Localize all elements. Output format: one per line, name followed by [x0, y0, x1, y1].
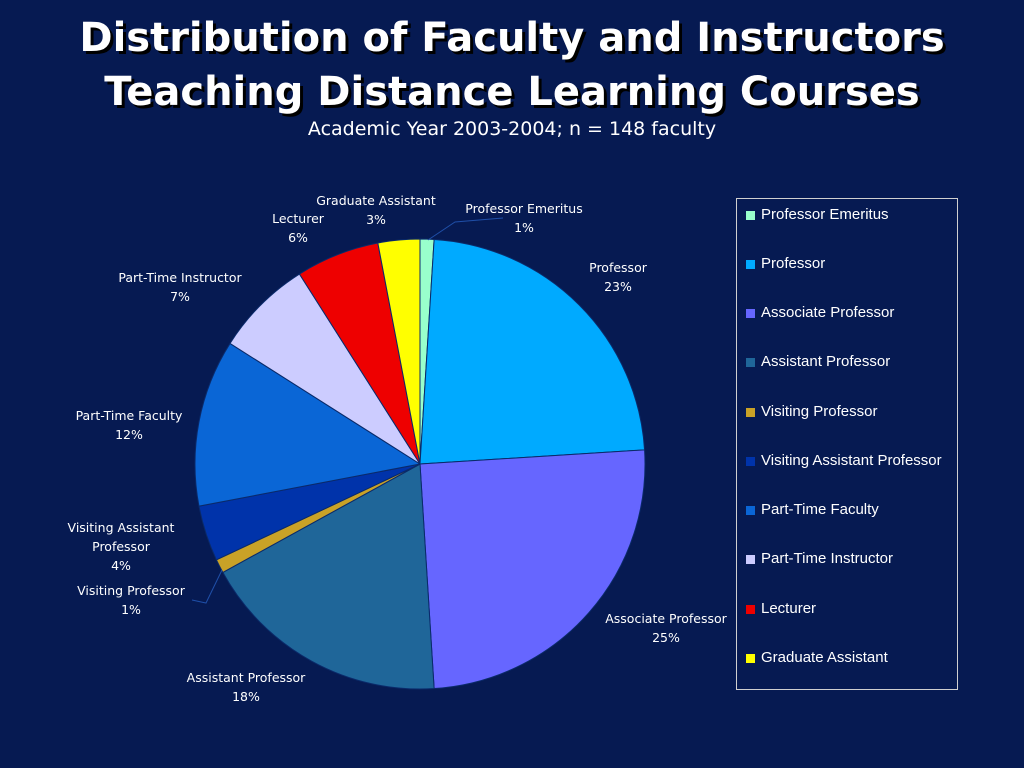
- pie-slice-professor: [419, 238, 646, 465]
- chart-legend: Professor Emeritus Professor Associate Pro…: [736, 198, 958, 690]
- chart-subtitle: Academic Year 2003-2004; n = 148 faculty: [307, 118, 717, 140]
- legend-swatch: [746, 654, 755, 663]
- legend-item-professor-emeritus: Professor Emeritus: [746, 205, 951, 225]
- data-label-professor-emeritus: Professor Emeritus 1%: [465, 201, 582, 235]
- legend-label: Visiting Assistant Professor: [761, 452, 942, 469]
- legend-label: Visiting Professor: [761, 403, 878, 420]
- chart-title-line-1: Distribution of Faculty and Instructors: [79, 15, 945, 61]
- leader-line: [427, 217, 504, 241]
- data-label-graduate-assistant: Graduate Assistant 3%: [316, 193, 436, 227]
- legend-item-professor: Professor: [746, 254, 951, 274]
- legend-swatch: [746, 408, 755, 417]
- leader-line: [191, 569, 223, 604]
- data-label-visiting-professor: Visiting Professor 1%: [77, 583, 186, 617]
- legend-item-visiting-professor: Visiting Professor: [746, 402, 951, 422]
- data-label-visiting-assistant-professor: Visiting Assistant Professor 4%: [68, 520, 175, 573]
- legend-label: Professor Emeritus: [761, 206, 889, 223]
- chart-title-line-2: Teaching Distance Learning Courses: [104, 69, 920, 115]
- legend-item-graduate-assistant: Graduate Assistant: [746, 648, 951, 668]
- data-label-part-time-faculty: Part-Time Faculty 12%: [76, 408, 183, 442]
- legend-label: Assistant Professor: [761, 353, 891, 370]
- legend-swatch: [746, 506, 755, 515]
- legend-swatch: [746, 358, 755, 367]
- pie-slice-graduate-assistant: [377, 238, 421, 465]
- data-label-associate-professor: Associate Professor 25%: [605, 611, 727, 645]
- legend-item-visiting-assistant-professor: Visiting Assistant Professor: [746, 451, 951, 471]
- legend-label: Professor: [761, 255, 826, 272]
- legend-label: Lecturer: [761, 600, 817, 617]
- legend-item-associate-professor: Associate Professor: [746, 303, 951, 323]
- legend-item-part-time-faculty: Part-Time Faculty: [746, 500, 951, 520]
- legend-swatch: [746, 211, 755, 220]
- legend-swatch: [746, 260, 755, 269]
- data-label-lecturer: Lecturer 6%: [272, 211, 325, 245]
- legend-swatch: [746, 605, 755, 614]
- pie-slice-part-time-faculty: [194, 342, 422, 507]
- legend-label: Part-Time Instructor: [761, 550, 893, 567]
- data-label-assistant-professor: Assistant Professor 18%: [187, 670, 307, 704]
- legend-item-lecturer: Lecturer: [746, 599, 951, 619]
- legend-item-part-time-instructor: Part-Time Instructor: [746, 549, 951, 569]
- legend-swatch: [746, 457, 755, 466]
- pie-slice-associate-professor: [419, 449, 646, 690]
- data-label-part-time-instructor: Part-Time Instructor 7%: [118, 270, 242, 304]
- legend-swatch: [746, 555, 755, 564]
- legend-item-assistant-professor: Assistant Professor: [746, 352, 951, 372]
- legend-label: Part-Time Faculty: [761, 501, 879, 518]
- legend-label: Graduate Assistant: [761, 649, 888, 666]
- data-label-professor: Professor 23%: [589, 260, 648, 294]
- legend-swatch: [746, 309, 755, 318]
- pie-slice-assistant-professor: [222, 463, 435, 690]
- legend-label: Associate Professor: [761, 304, 895, 321]
